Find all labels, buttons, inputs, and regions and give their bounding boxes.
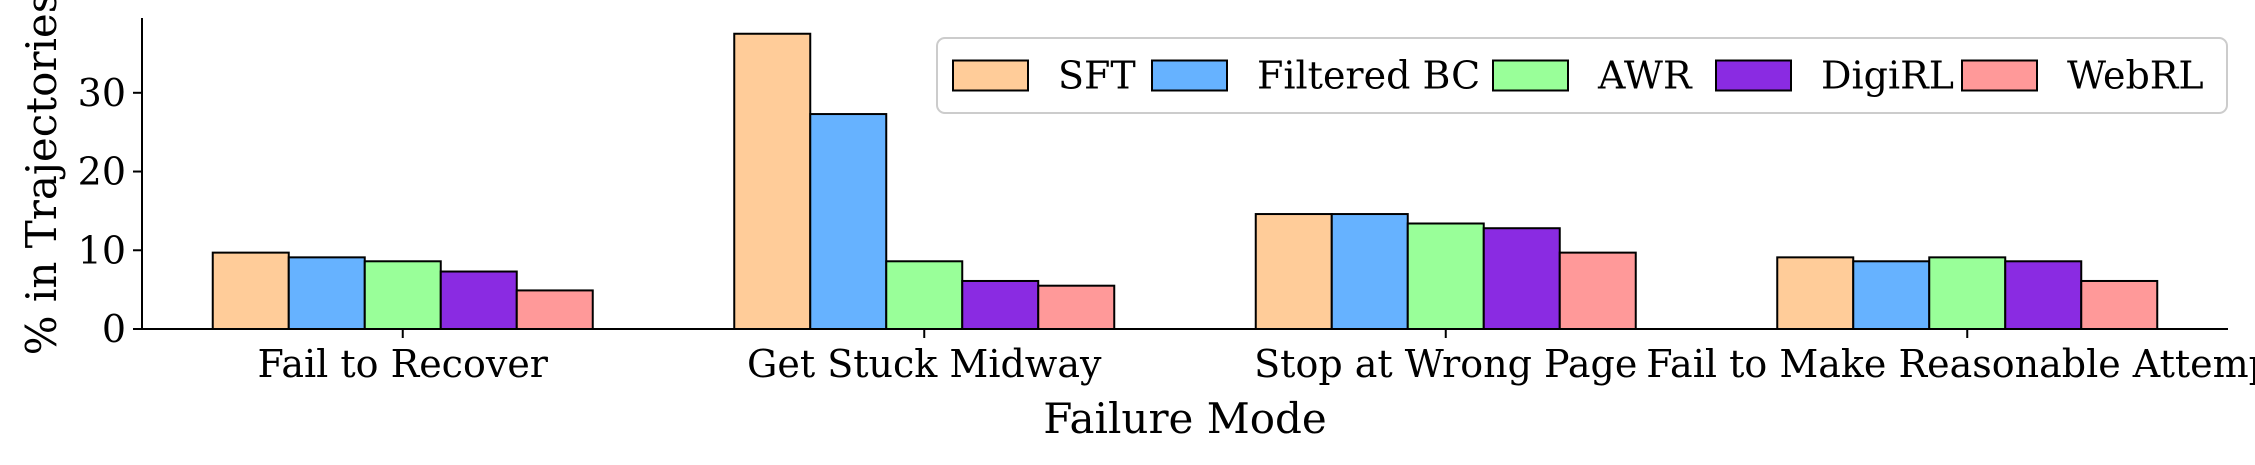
legend-label-webrl: WebRL — [2067, 54, 2204, 98]
bar-digirl-stop-at-wrong-page — [1482, 227, 1561, 331]
legend: SFT Filtered BC AWR DigiRL WebRL — [936, 37, 2228, 114]
bar-awr-fail-to-make-reasonable-attempt — [1928, 256, 2007, 330]
bar-filtered-bc-fail-to-make-reasonable-attempt — [1852, 260, 1931, 330]
legend-swatch-digirl — [1715, 59, 1792, 92]
bar-webrl-stop-at-wrong-page — [1558, 251, 1637, 331]
bar-webrl-fail-to-recover — [515, 289, 594, 331]
x-axis-title: Failure Mode — [1043, 394, 1327, 443]
bar-filtered-bc-fail-to-recover — [287, 256, 366, 330]
y-tick-label-30: 30 — [78, 71, 126, 115]
bar-filtered-bc-get-stuck-midway — [809, 113, 888, 330]
bars-layer — [211, 32, 2159, 331]
x-tick-label-fail-to-make-reasonable-attempt: Fail to Make Reasonable Attempt — [1646, 342, 2255, 386]
bar-awr-stop-at-wrong-page — [1406, 222, 1485, 330]
legend-label-filtered-bc: Filtered BC — [1257, 54, 1480, 98]
bar-webrl-fail-to-make-reasonable-attempt — [2080, 279, 2159, 330]
y-axis-title: % in Trajectories — [17, 0, 66, 355]
legend-label-digirl: DigiRL — [1821, 54, 1954, 98]
bar-filtered-bc-stop-at-wrong-page — [1330, 213, 1409, 330]
bar-awr-get-stuck-midway — [885, 260, 964, 330]
x-ticks: Fail to Recover Get Stuck Midway Stop at W… — [258, 329, 2255, 386]
bar-digirl-fail-to-recover — [439, 270, 518, 330]
legend-swatch-awr — [1492, 59, 1569, 92]
y-tick-label-0: 0 — [102, 307, 126, 351]
bar-digirl-get-stuck-midway — [961, 279, 1040, 330]
bar-sft-get-stuck-midway — [733, 32, 812, 331]
legend-label-sft: SFT — [1058, 54, 1136, 98]
legend-swatch-webrl — [1961, 59, 2038, 92]
y-tick-label-20: 20 — [78, 150, 126, 194]
bar-digirl-fail-to-make-reasonable-attempt — [2004, 260, 2083, 330]
bar-sft-fail-to-make-reasonable-attempt — [1776, 256, 1855, 330]
legend-swatch-sft — [952, 59, 1029, 92]
x-tick-label-fail-to-recover: Fail to Recover — [258, 342, 549, 386]
y-tick-label-10: 10 — [78, 228, 126, 272]
legend-box — [936, 37, 2228, 114]
x-tick-label-stop-at-wrong-page: Stop at Wrong Page — [1254, 342, 1637, 386]
bar-sft-stop-at-wrong-page — [1254, 213, 1333, 330]
x-tick-label-get-stuck-midway: Get Stuck Midway — [747, 342, 1102, 386]
bar-sft-fail-to-recover — [211, 251, 290, 331]
bar-awr-fail-to-recover — [363, 260, 442, 330]
legend-swatch-filtered-bc — [1151, 59, 1228, 92]
legend-label-awr: AWR — [1597, 54, 1693, 98]
bar-webrl-get-stuck-midway — [1037, 284, 1116, 330]
y-ticks: 0 10 20 30 — [78, 71, 142, 351]
